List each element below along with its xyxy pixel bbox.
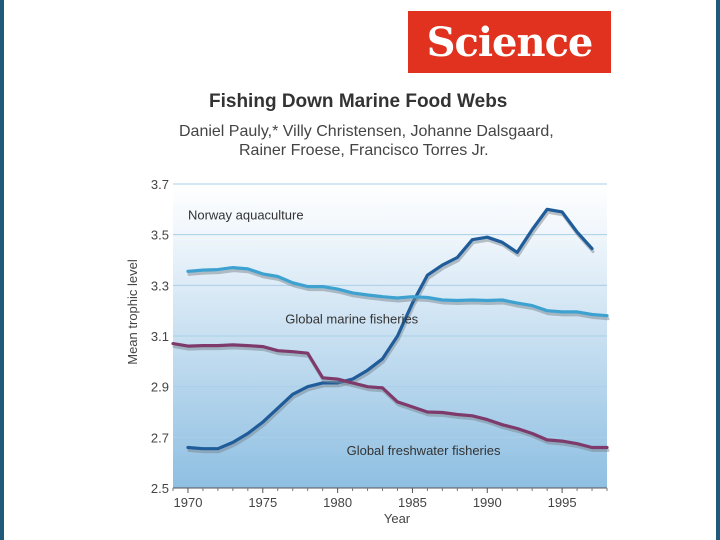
series-line-2 bbox=[171, 342, 609, 450]
y-tick-label: 3.3 bbox=[151, 278, 169, 293]
x-tick-label: 1985 bbox=[398, 495, 427, 510]
y-tick-label: 2.9 bbox=[151, 380, 169, 395]
y-tick-label: 2.5 bbox=[151, 481, 169, 496]
axis-layer: 2.5 2.7 2.9 3.1 3.3 3.5 3.7 1970 1975 1980 1985 199… bbox=[151, 177, 608, 510]
x-tick-label: 1980 bbox=[323, 495, 352, 510]
series-line-1 bbox=[186, 266, 609, 318]
series-layer bbox=[171, 207, 610, 454]
grid-lines bbox=[173, 183, 607, 438]
y-tick-label: 3.1 bbox=[151, 329, 169, 344]
y-tick-label: 2.7 bbox=[151, 430, 169, 445]
y-tick-label: 3.7 bbox=[151, 177, 169, 192]
paper-title: Fishing Down Marine Food Webs bbox=[209, 91, 508, 112]
series-shadow bbox=[187, 210, 595, 454]
x-tick-label: 1970 bbox=[174, 495, 203, 510]
x-tick-label: 1995 bbox=[548, 495, 577, 510]
series-shadow bbox=[187, 269, 610, 321]
y-axis-label: Mean trophic level bbox=[125, 259, 140, 365]
x-tick-label: 1990 bbox=[473, 495, 502, 510]
series-annotation: Norway aquaculture bbox=[188, 207, 304, 222]
y-tick-label: 3.5 bbox=[151, 228, 169, 243]
annotation-layer: Norway aquaculture Global marine fisherie… bbox=[188, 207, 501, 458]
authors-line-2: Rainer Froese, Francisco Torres Jr. bbox=[239, 142, 489, 159]
x-tick-label: 1975 bbox=[248, 495, 277, 510]
authors-line-1: Daniel Pauly,* Villy Christensen, Johann… bbox=[179, 123, 554, 140]
science-logo: Science bbox=[408, 11, 611, 73]
series-annotation: Global marine fisheries bbox=[285, 311, 418, 326]
series-line-0 bbox=[186, 207, 594, 451]
series-annotation: Global freshwater fisheries bbox=[347, 443, 501, 458]
x-axis-label: Year bbox=[384, 511, 411, 526]
